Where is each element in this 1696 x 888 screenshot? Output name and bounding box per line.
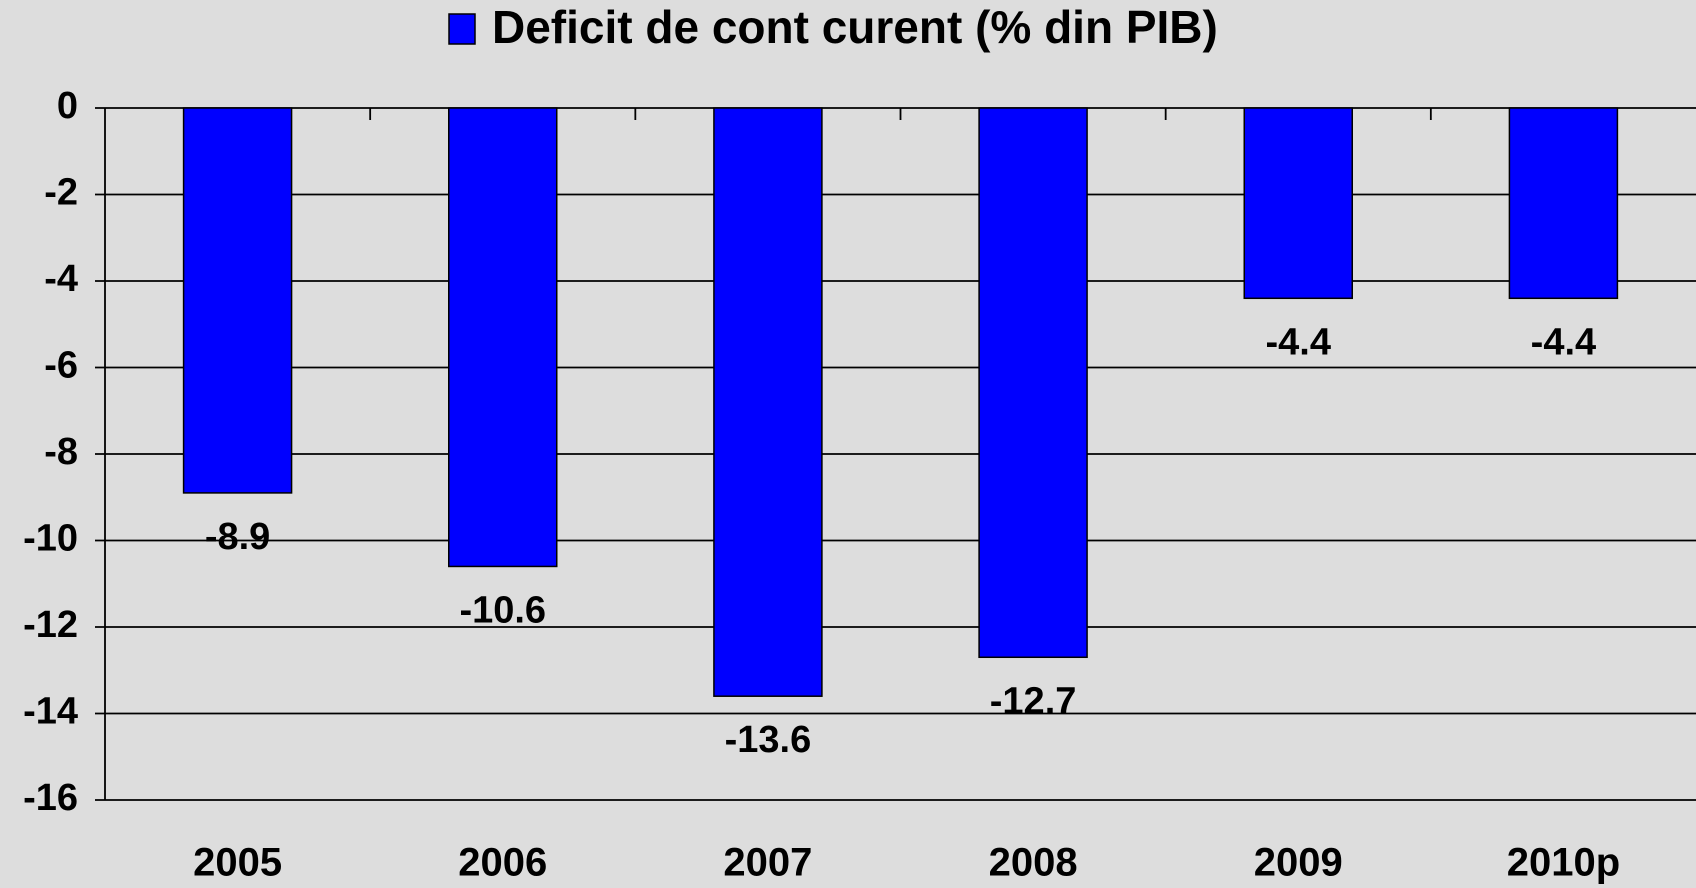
y-tick-label: -6 (44, 345, 78, 387)
data-label: -12.7 (990, 680, 1077, 722)
bar (182, 107, 293, 494)
data-label: -10.6 (459, 589, 546, 631)
data-label: -4.4 (1266, 321, 1331, 363)
data-label: -8.9 (205, 516, 270, 558)
legend-label: Deficit de cont curent (% din PIB) (492, 1, 1218, 53)
y-tick-label: -16 (23, 777, 78, 819)
x-tick-label: 2005 (193, 841, 282, 885)
bar (713, 107, 823, 697)
y-tick-label: 0 (57, 85, 78, 127)
bar (448, 107, 558, 568)
y-tick-label: -8 (44, 431, 78, 473)
x-tick-label: 2006 (458, 841, 547, 885)
bar (1508, 107, 1619, 300)
y-tick-label: -10 (23, 518, 78, 560)
y-tick-label: -2 (44, 172, 78, 214)
bar (1243, 107, 1353, 300)
y-tick-label: -14 (23, 691, 78, 733)
x-tick-label: 2010p (1507, 841, 1620, 885)
legend-swatch (448, 13, 476, 45)
y-tick-label: -12 (23, 604, 78, 646)
y-tick-label: -4 (44, 258, 78, 300)
x-tick-label: 2009 (1254, 841, 1343, 885)
bar (978, 107, 1088, 659)
data-label: -13.6 (725, 719, 812, 761)
x-tick-label: 2008 (989, 841, 1078, 885)
x-tick-label: 2007 (723, 841, 812, 885)
data-label: -4.4 (1531, 321, 1596, 363)
